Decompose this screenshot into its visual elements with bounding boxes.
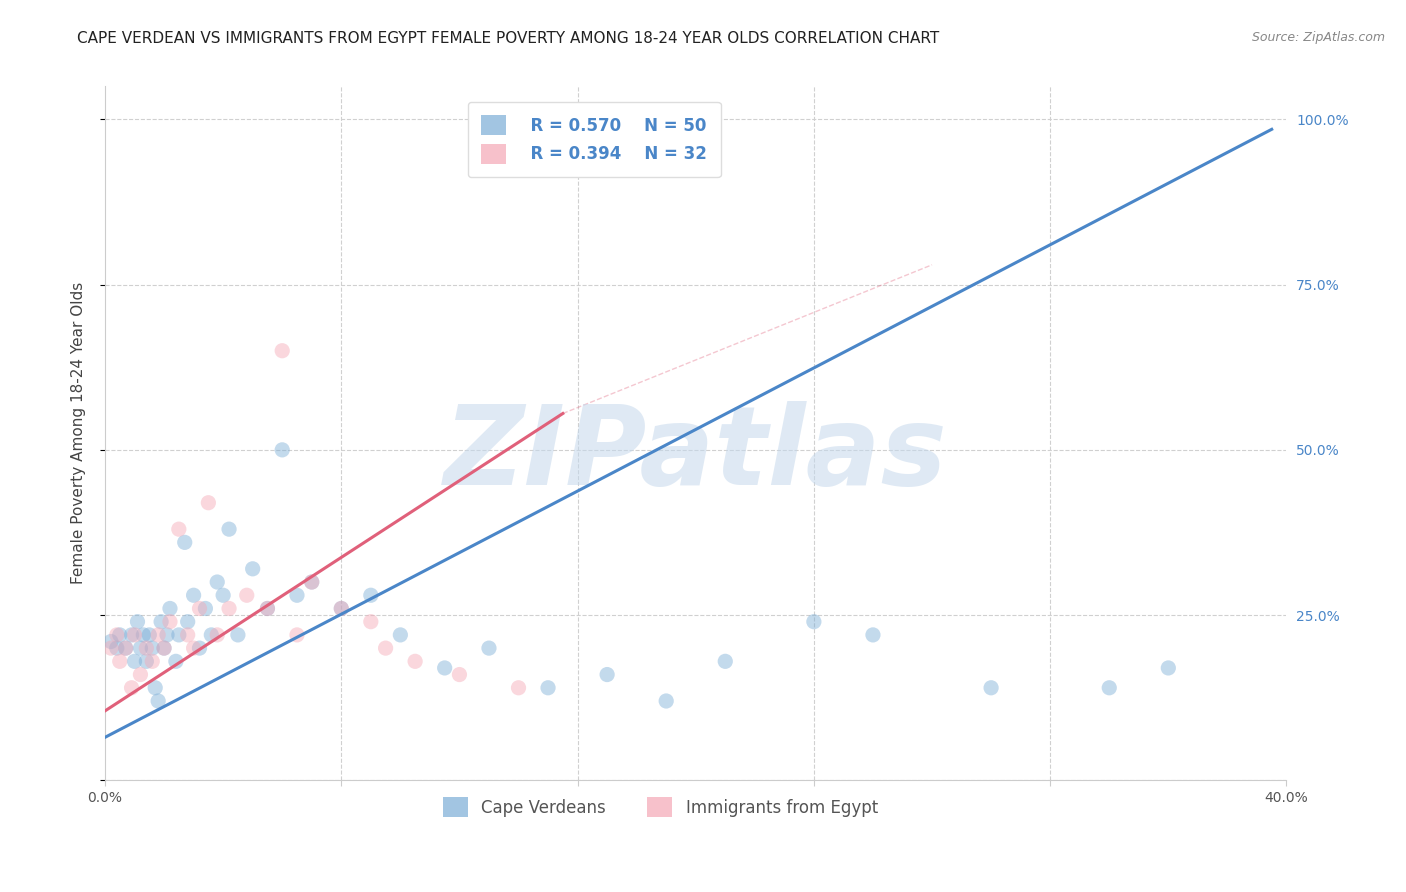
Point [194, 601, 217, 615]
Point [121, 628, 143, 642]
Point [207, 575, 229, 590]
Point [146, 694, 169, 708]
Point [108, 628, 131, 642]
Point [374, 641, 396, 656]
Point [127, 615, 149, 629]
Point [114, 641, 136, 656]
Point [301, 575, 323, 590]
Point [183, 588, 205, 602]
Point [285, 628, 308, 642]
Point [183, 641, 205, 656]
Point [360, 588, 382, 602]
Point [449, 667, 471, 681]
Point [124, 628, 146, 642]
Point [218, 601, 240, 615]
Point [165, 654, 187, 668]
Point [330, 601, 353, 615]
Point [135, 641, 157, 656]
Legend: Cape Verdeans, Immigrants from Egypt: Cape Verdeans, Immigrants from Egypt [436, 790, 884, 824]
Point [143, 681, 166, 695]
Point [156, 628, 179, 642]
Point [236, 588, 259, 602]
Point [176, 628, 198, 642]
Point [360, 615, 382, 629]
Point [121, 681, 143, 695]
Point [200, 628, 222, 642]
Point [167, 522, 190, 536]
Point [596, 667, 619, 681]
Point [132, 628, 155, 642]
Y-axis label: Female Poverty Among 18-24 Year Olds: Female Poverty Among 18-24 Year Olds [72, 282, 86, 584]
Point [129, 641, 152, 656]
Point [285, 588, 308, 602]
Text: Source: ZipAtlas.com: Source: ZipAtlas.com [1251, 31, 1385, 45]
Point [146, 628, 169, 642]
Point [108, 654, 131, 668]
Text: CAPE VERDEAN VS IMMIGRANTS FROM EGYPT FEMALE POVERTY AMONG 18-24 YEAR OLDS CORRE: CAPE VERDEAN VS IMMIGRANTS FROM EGYPT FE… [77, 31, 939, 46]
Point [271, 442, 294, 457]
Point [153, 641, 176, 656]
Point [508, 681, 530, 695]
Point [159, 601, 181, 615]
Point [141, 654, 163, 668]
Point [135, 654, 157, 668]
Point [551, 112, 574, 127]
Point [173, 535, 195, 549]
Point [100, 641, 122, 656]
Point [105, 641, 128, 656]
Point [226, 628, 249, 642]
Point [188, 641, 211, 656]
Point [138, 628, 160, 642]
Point [256, 601, 278, 615]
Point [862, 628, 884, 642]
Text: ZIPatlas: ZIPatlas [444, 401, 948, 508]
Point [129, 667, 152, 681]
Point [124, 654, 146, 668]
Point [212, 588, 235, 602]
Point [105, 628, 128, 642]
Point [242, 562, 264, 576]
Point [389, 628, 412, 642]
Point [141, 641, 163, 656]
Point [176, 615, 198, 629]
Point [114, 641, 136, 656]
Point [256, 601, 278, 615]
Point [159, 615, 181, 629]
Point [1157, 661, 1180, 675]
Point [207, 628, 229, 642]
Point [330, 601, 353, 615]
Point [655, 694, 678, 708]
Point [980, 681, 1002, 695]
Point [478, 641, 501, 656]
Point [167, 628, 190, 642]
Point [537, 681, 560, 695]
Point [100, 634, 122, 648]
Point [153, 641, 176, 656]
Point [404, 654, 426, 668]
Point [301, 575, 323, 590]
Point [1098, 681, 1121, 695]
Point [197, 496, 219, 510]
Point [150, 615, 173, 629]
Point [188, 601, 211, 615]
Point [218, 522, 240, 536]
Point [271, 343, 294, 358]
Point [433, 661, 456, 675]
Point [714, 654, 737, 668]
Point [803, 615, 825, 629]
